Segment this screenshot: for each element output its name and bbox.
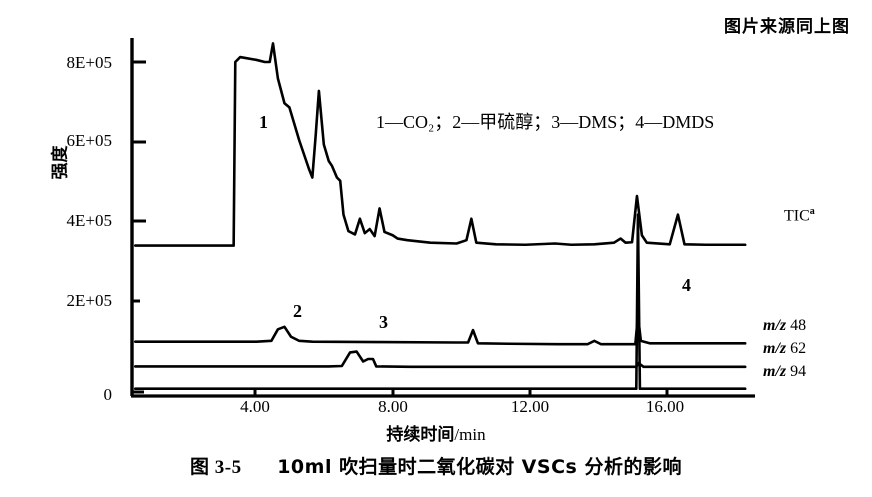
- component-legend: 1—CO₂；2—甲硫醇；3—DMS；4—DMDS: [376, 108, 714, 134]
- trace-label-mz94: m/z 94: [763, 364, 806, 380]
- trace-label-tic: TICa: [784, 204, 815, 224]
- trace-label-tic-text: TIC: [784, 207, 810, 225]
- trace-mz62: [133, 350, 747, 369]
- axis-ticks: [132, 60, 669, 397]
- x-tick-label-4: 4.00: [240, 397, 270, 416]
- mz-symbol: m/z: [763, 363, 787, 380]
- peak-label-4: 4: [682, 275, 691, 295]
- mz-symbol: m/z: [763, 317, 787, 334]
- y-tick-label-8e5: 8E+05: [66, 53, 112, 72]
- y-tick-label-4e5: 4E+05: [66, 211, 112, 230]
- axis-lines: [130, 38, 755, 398]
- x-tick-label-12: 12.00: [510, 397, 550, 416]
- figure-number: 图 3-5: [190, 457, 242, 478]
- peak-label-3: 3: [379, 312, 388, 332]
- mz-value-48: 48: [790, 317, 807, 334]
- trace-mz48: [133, 314, 747, 346]
- legend-text: 1—CO₂；2—甲硫醇；3—DMS；4—DMDS: [376, 112, 715, 132]
- trace-tic: [133, 42, 747, 247]
- x-axis-title-cn: 持续时间: [386, 425, 455, 445]
- y-tick-label-6e5: 6E+05: [66, 131, 112, 150]
- source-note: 图片来源同上图: [724, 17, 850, 37]
- y-tick-label-0: 0: [103, 385, 113, 404]
- x-axis-title-unit: /min: [454, 425, 486, 444]
- figure-caption-text: 10ml 吹扫量时二氧化碳对 VSCs 分析的影响: [277, 456, 682, 478]
- trace-label-tic-footnote: a: [809, 206, 815, 217]
- x-axis-title: 持续时间/min: [0, 420, 872, 445]
- trace-group: [133, 42, 747, 390]
- x-tick-label-16: 16.00: [645, 397, 685, 416]
- x-tick-label-8: 8.00: [378, 397, 408, 416]
- peak-label-1: 1: [259, 112, 268, 132]
- trace-label-mz62: m/z 62: [763, 341, 806, 357]
- mz-symbol: m/z: [763, 340, 787, 357]
- figure-caption: 图 3-5 10ml 吹扫量时二氧化碳对 VSCs 分析的影响: [0, 452, 872, 479]
- peak-label-2: 2: [293, 301, 302, 321]
- y-tick-label-2e5: 2E+05: [66, 291, 112, 310]
- trace-label-mz48: m/z 48: [763, 318, 806, 334]
- mz-value-62: 62: [790, 340, 807, 357]
- trace-mz94: [133, 213, 747, 390]
- mz-value-94: 94: [790, 363, 807, 380]
